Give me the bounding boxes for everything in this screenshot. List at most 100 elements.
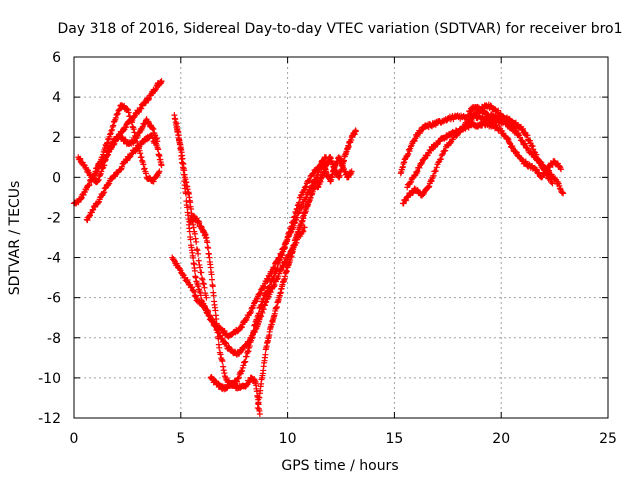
data-point (426, 183, 433, 190)
data-point (83, 166, 90, 173)
data-point (195, 283, 202, 290)
data-point (248, 305, 255, 312)
data-point (95, 176, 102, 183)
data-point (222, 339, 229, 346)
data-point (276, 257, 283, 264)
data-point (432, 167, 439, 174)
data-point (80, 191, 87, 198)
data-point (139, 157, 146, 164)
data-point (292, 210, 299, 217)
data-point (405, 150, 412, 157)
data-point (266, 284, 273, 291)
data-point (406, 148, 413, 155)
data-point (109, 123, 116, 130)
data-point (274, 264, 281, 271)
data-point (233, 378, 240, 385)
data-point (408, 178, 415, 185)
data-point (290, 218, 297, 225)
data-point (117, 166, 124, 173)
data-point (218, 356, 225, 363)
data-point (128, 119, 135, 126)
data-point (201, 284, 208, 291)
data-point (190, 254, 197, 261)
data-point (156, 168, 163, 175)
data-point (253, 316, 260, 323)
data-point (536, 169, 543, 176)
data-point (99, 165, 106, 172)
data-point (205, 245, 212, 252)
grid-lines (74, 57, 608, 418)
data-point (262, 299, 269, 306)
data-point (190, 224, 197, 231)
data-point (86, 181, 93, 188)
y-tick-label: -10 (38, 371, 61, 387)
data-point (119, 134, 126, 141)
y-tick-label: -8 (47, 331, 61, 347)
data-point (119, 163, 126, 170)
data-point (213, 320, 220, 327)
data-point (204, 307, 211, 314)
data-point (208, 276, 215, 283)
y-tick-label: 4 (52, 90, 61, 106)
data-point (84, 217, 91, 224)
data-point (307, 177, 314, 184)
data-point (191, 230, 198, 237)
data-point (116, 107, 123, 114)
data-point (208, 271, 215, 278)
data-point (128, 118, 135, 125)
data-point (529, 143, 536, 150)
data-point (420, 156, 427, 163)
data-point (291, 213, 298, 220)
data-point (427, 147, 434, 154)
data-point (103, 140, 110, 147)
data-point (128, 151, 135, 158)
data-point (158, 78, 165, 85)
data-point (200, 281, 207, 288)
data-point (404, 184, 411, 191)
data-point (125, 109, 132, 116)
data-point (425, 184, 432, 191)
data-point (253, 296, 260, 303)
data-point (130, 138, 137, 145)
axis-ticks (73, 56, 609, 419)
data-point (114, 110, 121, 117)
data-point (253, 317, 260, 324)
data-point (414, 168, 421, 175)
data-point (198, 269, 205, 276)
data-point (508, 144, 515, 151)
data-point (145, 97, 152, 104)
x-tick-labels: 0 5 10 15 20 25 (70, 431, 617, 447)
data-point (247, 308, 254, 315)
data-point (533, 166, 540, 173)
y-tick-label: -6 (47, 291, 61, 307)
data-point (413, 169, 420, 176)
data-point (404, 153, 411, 160)
data-points (71, 78, 567, 417)
data-point (100, 151, 107, 158)
data-point (249, 332, 256, 339)
data-point (504, 135, 511, 142)
data-point (533, 151, 540, 158)
data-point (149, 125, 156, 132)
x-tick-label: 10 (279, 431, 297, 447)
series-arc-4 (92, 102, 163, 185)
data-point (242, 358, 249, 365)
data-point (184, 276, 191, 283)
data-point (256, 290, 263, 297)
data-point (96, 159, 103, 166)
data-point (292, 208, 299, 215)
data-point (210, 292, 217, 299)
data-point (87, 212, 94, 219)
data-point (189, 284, 196, 291)
data-point (112, 114, 119, 121)
data-point (271, 282, 278, 289)
data-point (352, 128, 359, 135)
x-tick-label: 5 (176, 431, 185, 447)
y-tick-label: -2 (47, 210, 61, 226)
data-point (120, 127, 127, 134)
data-point (235, 374, 242, 381)
x-tick-label: 15 (385, 431, 403, 447)
data-point (152, 86, 159, 93)
data-point (303, 183, 310, 190)
